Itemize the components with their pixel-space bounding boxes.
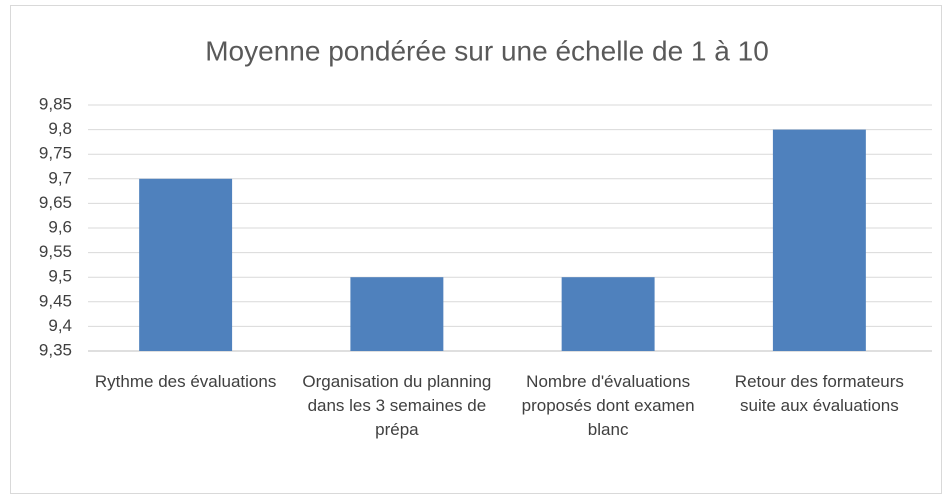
y-tick-label: 9,85 <box>39 94 72 113</box>
bar <box>561 277 655 351</box>
x-tick-label: Rythme des évaluations <box>94 372 277 391</box>
x-tick-label: Nombre d'évaluations proposés dont exame… <box>521 372 695 439</box>
y-tick-label: 9,65 <box>39 193 72 212</box>
x-tick-label: Organisation du planning dans les 3 sema… <box>302 372 492 439</box>
y-tick-label: 9,4 <box>48 316 72 335</box>
y-tick-label: 9,7 <box>48 168 72 187</box>
y-tick-label: 9,6 <box>48 217 72 236</box>
bar <box>772 129 866 351</box>
y-tick-label: 9,55 <box>39 242 72 261</box>
y-tick-label: 9,8 <box>48 119 72 138</box>
y-tick-label: 9,45 <box>39 291 72 310</box>
bar <box>139 178 233 351</box>
y-tick-label: 9,75 <box>39 144 72 163</box>
y-tick-label: 9,35 <box>39 340 72 359</box>
y-tick-label: 9,5 <box>48 267 72 286</box>
bar <box>350 277 444 351</box>
x-tick-label: Retour des formateurs suite aux évaluati… <box>734 372 904 415</box>
chart-title: Moyenne pondérée sur une échelle de 1 à … <box>205 35 769 66</box>
